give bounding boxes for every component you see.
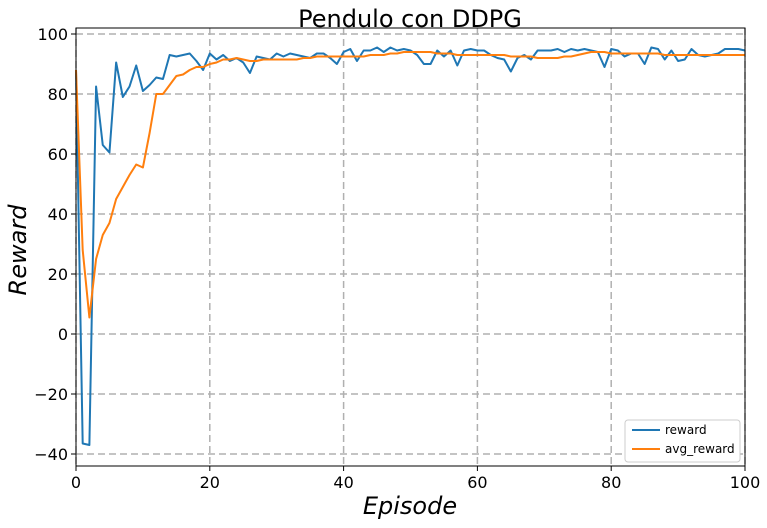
x-tick-label: 40 [333,473,353,492]
legend-label-reward: reward [665,423,707,437]
legend-label-avg-reward: avg_reward [665,442,735,456]
y-tick-label: −40 [34,445,68,464]
x-axis-label: Episode [363,492,457,520]
y-tick-label: 0 [58,325,68,344]
y-tick-label: 20 [48,265,68,284]
y-axis-label: Reward [4,204,32,296]
series-layer [75,46,746,446]
x-tick-label: 60 [467,473,487,492]
legend: reward avg_reward [624,419,741,463]
y-tick-label: 60 [48,145,68,164]
plot-frame [75,27,746,467]
y-tick-label: 40 [48,205,68,224]
y-tick-label: 100 [37,25,68,44]
y-tick-label: 80 [48,85,68,104]
ticks: 0 20 40 60 80 100 −40 −20 0 20 40 60 80 100 [34,25,760,492]
x-tick-label: 80 [601,473,621,492]
chart-title: Pendulo con DDPG [298,5,522,33]
x-tick-label: 20 [200,473,220,492]
x-tick-label: 100 [730,473,761,492]
x-tick-label: 0 [71,473,81,492]
series-line-avg-reward [75,51,745,319]
y-tick-label: −20 [34,385,68,404]
